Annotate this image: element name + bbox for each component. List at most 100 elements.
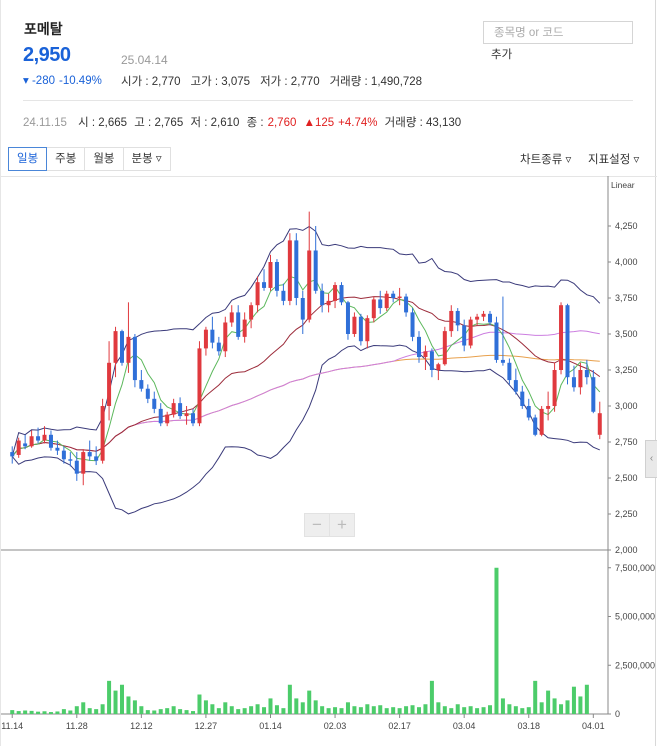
volume: 거래량 : 1,490,728 [329,76,423,88]
candle-body [139,380,144,389]
candle-body [391,293,396,298]
zoom-controls: − + [304,513,355,537]
price-tick-label: 2,250 [615,509,638,519]
hover-open: 시 : 2,665 [78,117,128,129]
candle-body [339,285,344,303]
volume-bar [113,690,118,714]
candle-body [436,364,441,370]
volume-bar [171,706,176,714]
ma5-line [11,275,601,462]
x-tick-label: 02.03 [324,721,347,731]
x-tick-label: 12.12 [130,721,153,731]
candle-body [307,250,312,320]
hover-candle-info: 24.11.15 시 : 2,665 고 : 2,765 저 : 2,610 종… [23,114,465,130]
hover-date: 24.11.15 [23,117,67,129]
candle-body [100,406,105,461]
candle-body [203,329,208,349]
hover-change-pct: +4.74% [338,117,378,129]
volume-bar [68,710,73,714]
candle-body [249,305,254,320]
x-tick-label: 02.17 [388,721,411,731]
candle-body [326,300,331,306]
volume-bar [371,706,376,714]
volume-bar [546,690,551,714]
candle-body [74,460,79,474]
volume-bar [294,698,299,714]
candle-body [48,434,53,448]
tab-minute[interactable]: 분봉 ▿ [122,147,171,171]
chart-type-menu[interactable]: 차트종류 ▿ [520,154,572,166]
candle-body [429,351,434,370]
volume-bar [100,704,105,714]
candle-body [229,312,234,323]
candle-body [455,310,460,326]
volume-bar [229,706,234,714]
tab-weekly[interactable]: 주봉 [46,147,86,171]
volume-bar [61,709,66,714]
candle-body [404,296,409,313]
volume-bar [10,710,15,714]
volume-bar [539,702,544,714]
candle-body [23,443,28,447]
volume-bar [236,709,241,714]
volume-bar [520,708,525,714]
candle-body [475,316,480,320]
price-tick-label: 3,250 [615,365,638,375]
candle-body [500,359,505,363]
x-tick-label: 03.18 [517,721,540,731]
volume-bar [210,704,215,714]
change-percent: -10.49% [58,75,102,87]
candle-body [236,312,241,337]
volume-bar [165,708,170,714]
x-tick-label: 04.01 [582,721,605,731]
x-tick-label: 12.27 [195,721,218,731]
volume-bar [384,708,389,714]
candle-body [559,305,564,370]
volume-bar [74,706,79,714]
candle-body [565,305,570,378]
search-input[interactable] [484,22,634,43]
volume-bar [507,704,512,714]
side-panel-toggle[interactable]: ‹ [645,440,657,478]
candle-body [571,377,576,388]
volume-bar [475,708,480,714]
candle-body [61,450,66,460]
price-date: 25.04.14 [121,53,168,67]
price-tick-label: 4,000 [615,257,638,267]
volume-bar [178,709,183,714]
ma60-line [11,330,600,457]
zoom-out-button[interactable]: − [304,513,330,537]
current-price: 2,950 [23,44,71,66]
candle-body [107,362,112,406]
candle-body [81,452,86,474]
x-tick-label: 11.14 [1,721,23,731]
tab-monthly[interactable]: 월봉 [84,147,124,171]
candle-body [55,447,60,451]
volume-bar [119,684,124,714]
candle-body [42,434,47,441]
ma120-line [11,354,600,457]
volume-bar [87,708,92,714]
volume-bar [571,686,576,714]
price-tick-label: 3,500 [615,329,638,339]
tab-daily[interactable]: 일봉 [8,147,48,171]
volume-bar [533,680,538,714]
price-volume-chart[interactable]: Linear 4,250 4,000 3,750 3,500 3,250 3,000 2,75… [1,176,657,746]
candle-body [578,370,583,388]
volume-bar [552,698,557,714]
low-price: 저가 : 2,770 [260,76,320,88]
candle-body [281,290,286,301]
volume-bar [449,708,454,714]
x-tick-label: 03.04 [453,721,476,731]
search-box [483,21,634,44]
zoom-in-button[interactable]: + [329,513,355,537]
volume-bar [197,694,202,714]
x-tick-label: 01.14 [259,721,282,731]
volume-tick-label: 5,000,000 [615,612,655,622]
indicator-settings-menu[interactable]: 지표설정 ▿ [588,154,640,166]
divider [23,100,633,101]
volume-bar [145,710,150,714]
volume-bar [262,707,267,714]
add-button[interactable]: 추가 [491,49,513,61]
